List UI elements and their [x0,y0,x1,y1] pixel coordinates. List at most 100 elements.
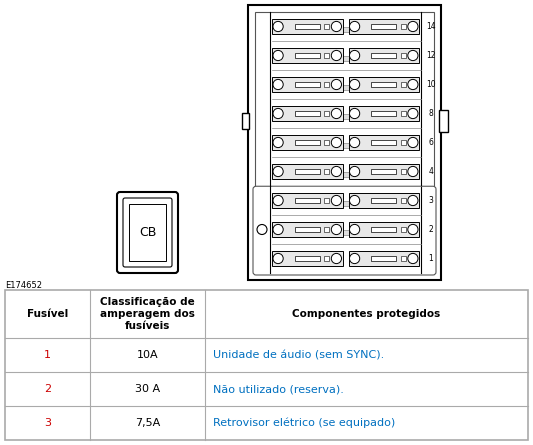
Bar [129,204,166,261]
Text: Unidade de áudio (sem SYNC).: Unidade de áudio (sem SYNC). [213,350,384,360]
Bar [401,140,406,145]
Bar [401,198,406,203]
Circle shape [350,195,360,206]
Bar [277,143,414,148]
Bar [401,111,406,116]
Text: 10: 10 [426,80,436,89]
Bar [324,24,329,29]
Text: 7,5A: 7,5A [135,418,160,428]
Bar [277,230,414,235]
Text: Retrovisor elétrico (se equipado): Retrovisor elétrico (se equipado) [213,418,395,428]
Text: 22: 22 [290,196,300,205]
Circle shape [350,21,360,32]
Text: 18: 18 [290,80,300,89]
Bar [295,227,320,232]
Text: 3: 3 [429,196,433,205]
Text: 14: 14 [426,22,436,31]
Circle shape [408,166,418,177]
Circle shape [332,166,342,177]
Bar [401,227,406,232]
Circle shape [332,109,342,119]
Bar [277,85,414,90]
Text: 23: 23 [290,225,300,234]
Bar [324,111,329,116]
Bar [372,82,396,87]
Bar [349,134,419,150]
Text: 20: 20 [290,138,300,147]
Bar [255,12,434,273]
Bar [272,77,343,93]
Circle shape [408,195,418,206]
Bar [272,48,343,64]
Text: 8: 8 [429,109,433,118]
Bar [401,53,406,58]
Bar [372,169,396,174]
Text: 24: 24 [290,254,300,263]
Circle shape [350,50,360,61]
Circle shape [350,109,360,119]
Bar [295,24,320,29]
Text: 1: 1 [44,350,51,360]
Text: 19: 19 [290,109,300,118]
Circle shape [408,253,418,263]
FancyBboxPatch shape [117,192,178,273]
Bar [372,111,396,116]
Circle shape [350,166,360,177]
Circle shape [273,224,283,235]
Bar [349,251,419,267]
Bar [277,56,414,61]
Bar [372,256,396,261]
Bar [277,27,414,32]
Text: 30 A: 30 A [135,384,160,394]
Bar [295,169,320,174]
Bar [324,140,329,145]
Circle shape [350,253,360,263]
Bar [295,198,320,203]
Circle shape [350,79,360,89]
Circle shape [257,224,267,235]
Text: 21: 21 [290,167,300,176]
Bar [272,193,343,208]
Text: Não utilizado (reserva).: Não utilizado (reserva). [213,384,344,394]
Bar [372,53,396,58]
Bar [295,82,320,87]
Circle shape [332,224,342,235]
Bar [277,114,414,119]
Bar [439,109,448,132]
Bar [272,134,343,150]
Bar [401,24,406,29]
Text: 4: 4 [429,167,433,176]
Circle shape [273,253,283,263]
Bar [324,198,329,203]
Text: CB: CB [139,226,156,239]
Bar [272,222,343,238]
Text: 3: 3 [44,418,51,428]
Bar [372,198,396,203]
Text: Fusível: Fusível [27,309,68,319]
Bar [272,105,343,121]
Bar [349,193,419,208]
Circle shape [408,138,418,148]
Bar [295,53,320,58]
Circle shape [332,195,342,206]
Circle shape [332,253,342,263]
Bar [324,82,329,87]
Circle shape [408,50,418,61]
Text: 16: 16 [290,22,300,31]
Text: 2: 2 [44,384,51,394]
FancyBboxPatch shape [253,186,436,275]
Bar [295,140,320,145]
Circle shape [332,138,342,148]
Bar [295,256,320,261]
Circle shape [273,166,283,177]
Text: 1: 1 [429,254,433,263]
Circle shape [273,50,283,61]
Text: 10A: 10A [136,350,158,360]
Bar [349,163,419,179]
Text: 6: 6 [429,138,433,147]
FancyBboxPatch shape [123,198,172,267]
Circle shape [332,79,342,89]
Bar [372,140,396,145]
Bar [401,169,406,174]
Bar [349,222,419,238]
